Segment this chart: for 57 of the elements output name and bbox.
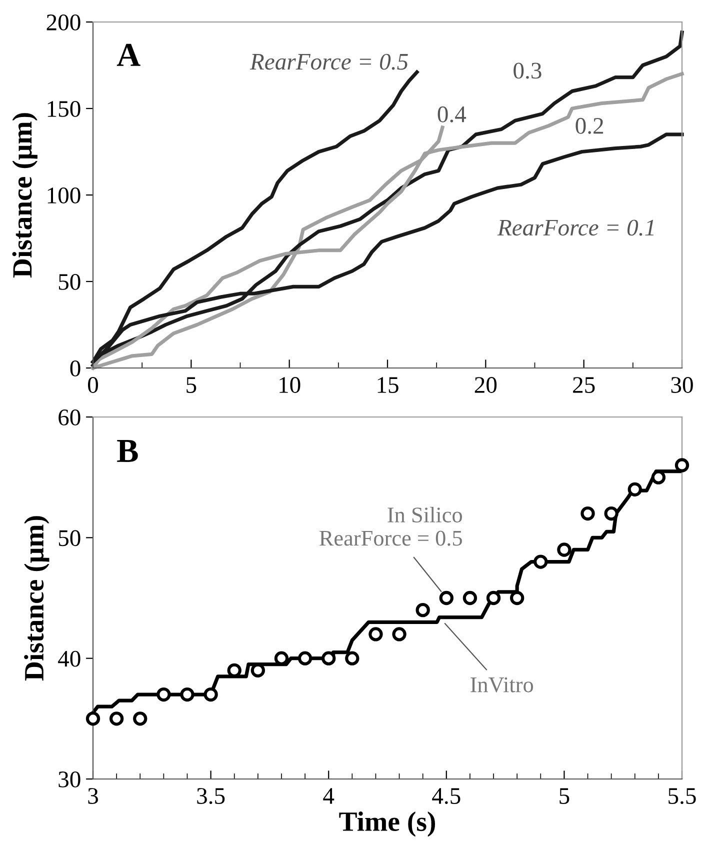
point (345, 651, 360, 666)
x-tick-label: 15 (378, 377, 398, 393)
x-tick-label: 3 (88, 788, 98, 804)
point (392, 627, 406, 642)
point (86, 712, 100, 726)
x-tick-label: 25 (573, 377, 595, 393)
annotation: A (116, 44, 140, 66)
point (133, 712, 148, 726)
point (557, 542, 572, 557)
x-tick-label: 30 (671, 377, 693, 393)
x-tick-label: 4 (323, 788, 334, 804)
point (651, 470, 666, 484)
point (416, 602, 430, 618)
y-tick-label: 100 (48, 187, 80, 204)
y-tick-label: 30 (58, 771, 80, 788)
annotation: B (117, 440, 138, 462)
point (510, 590, 524, 606)
y-tick-label: 60 (58, 409, 80, 426)
point (322, 651, 336, 666)
point (298, 651, 312, 666)
x-tick-label: 0 (88, 377, 98, 393)
point (180, 687, 194, 702)
x-tick-label: 5 (560, 788, 570, 804)
series-label: 0.2 (576, 118, 604, 134)
point (604, 506, 618, 521)
point (462, 590, 478, 606)
x-tick-label: 10 (280, 377, 300, 393)
x-tick-label: 20 (474, 377, 497, 393)
x-axis-title: Time (s) (339, 812, 436, 837)
series-label: 0.4 (438, 106, 466, 122)
point (580, 506, 595, 521)
series-label: RearForce = 0.5 (250, 54, 408, 70)
y-tick-label: 50 (58, 530, 80, 546)
point (156, 687, 171, 702)
point (486, 590, 501, 606)
y-tick-label: 200 (46, 14, 80, 30)
x-tick-label: 5.5 (668, 788, 696, 804)
text: In Silico RearForce = 0.5 (320, 506, 462, 546)
y-tick-label: 0 (70, 360, 80, 376)
point (439, 590, 454, 606)
y-axis-title: Distance (μm) (24, 516, 50, 681)
point (628, 482, 642, 496)
point (368, 627, 383, 642)
text: InVitro (470, 677, 534, 692)
y-tick-label: 150 (48, 100, 80, 117)
point (204, 687, 218, 702)
y-axis-title: Distance (μm) (12, 113, 38, 278)
x-tick-label: 4.5 (432, 788, 460, 804)
point (534, 554, 548, 569)
point (109, 712, 124, 726)
y-tick-label: 40 (58, 650, 80, 667)
y-tick-label: 50 (58, 274, 80, 290)
point (674, 458, 690, 472)
x-tick-label: 3.5 (197, 788, 225, 804)
series-label: RearForce = 0.1 (497, 220, 654, 236)
series-label: 0.3 (514, 62, 542, 79)
x-tick-label: 5 (186, 377, 196, 393)
